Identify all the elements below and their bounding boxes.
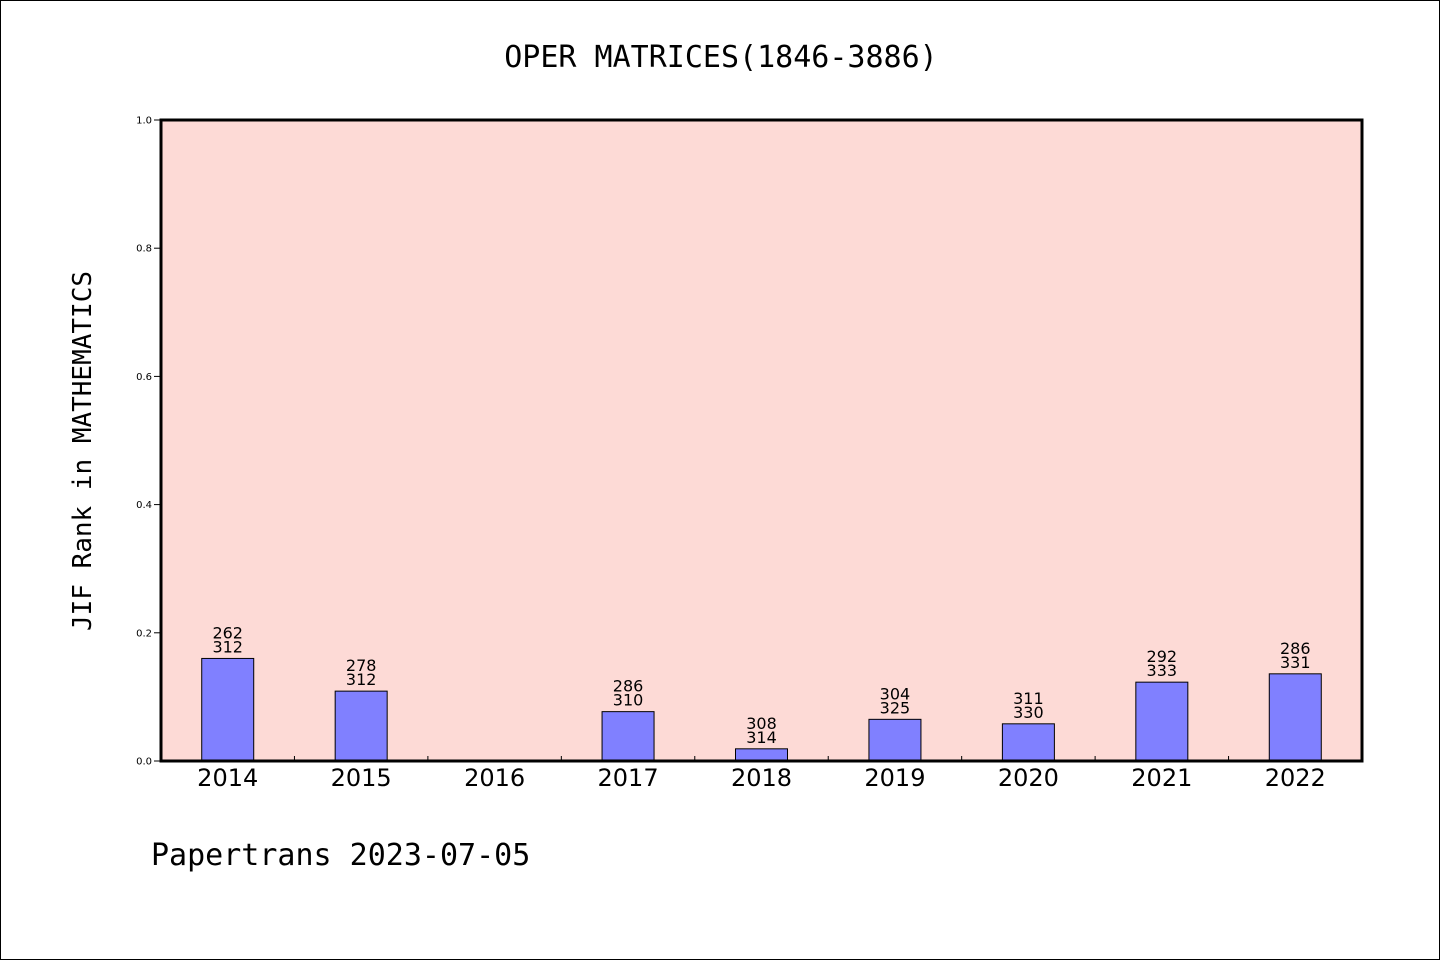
bar-rank-label: 262	[212, 623, 243, 642]
plot-frame	[159, 118, 1364, 763]
x-tick-label: 2015	[331, 764, 392, 792]
bar-total-label: 310	[613, 691, 644, 710]
bar-rank-label: 311	[1013, 689, 1044, 708]
y-tick-label: 0.4	[136, 500, 152, 511]
y-axis-label: JIF Rank in MATHEMATICS	[68, 271, 98, 631]
bar-total-label: 330	[1013, 703, 1044, 722]
bar-rank-label: 292	[1147, 647, 1178, 666]
bar-total-label: 312	[212, 637, 243, 656]
bar-rank-label: 286	[613, 677, 644, 696]
bar-2018	[735, 748, 788, 762]
x-tick-label: 2020	[998, 764, 1059, 792]
x-tick-label: 2017	[598, 764, 659, 792]
x-tick-label: 2016	[464, 764, 525, 792]
bar-rank-label: 304	[880, 684, 911, 703]
y-axis-ticks: 0.0 0.2 0.4 0.6 0.8 1.0	[136, 116, 161, 768]
bar-rank-label: 278	[346, 656, 377, 675]
bar-2014	[201, 657, 255, 762]
x-axis-ticks: 2014 2015 2016 2017 2018 2019 2020 2021 2022	[197, 756, 1326, 792]
footer-credit: Papertrans 2023-07-05	[151, 838, 530, 873]
y-tick-label: 1.0	[136, 116, 152, 127]
bar-rank-label: 286	[1280, 639, 1311, 658]
bar-series	[201, 657, 1322, 762]
bar-2022	[1268, 673, 1322, 762]
plot-area	[161, 120, 1362, 761]
chart-title: OPER MATRICES(1846-3886)	[504, 40, 937, 75]
bar-2019	[868, 718, 922, 762]
bar-total-label: 314	[746, 728, 777, 747]
x-tick-label: 2014	[197, 764, 258, 792]
bar-total-label: 312	[346, 670, 377, 689]
bar-2020	[1001, 723, 1055, 762]
y-tick-label: 0.0	[136, 757, 152, 768]
bar-2017	[601, 711, 655, 762]
y-tick-label: 0.2	[136, 628, 152, 639]
y-tick-label: 0.8	[136, 244, 152, 255]
x-tick-label: 2018	[731, 764, 792, 792]
x-tick-label: 2022	[1265, 764, 1326, 792]
x-tick-label: 2019	[864, 764, 925, 792]
bar-total-label: 325	[880, 698, 911, 717]
y-tick-label: 0.6	[136, 372, 152, 383]
bar-2015	[334, 690, 388, 762]
bar-total-label: 331	[1280, 653, 1311, 672]
bar-total-label: 333	[1147, 661, 1178, 680]
x-tick-label: 2021	[1131, 764, 1192, 792]
bar-2021	[1135, 681, 1189, 762]
bar-rank-label: 308	[746, 714, 777, 733]
